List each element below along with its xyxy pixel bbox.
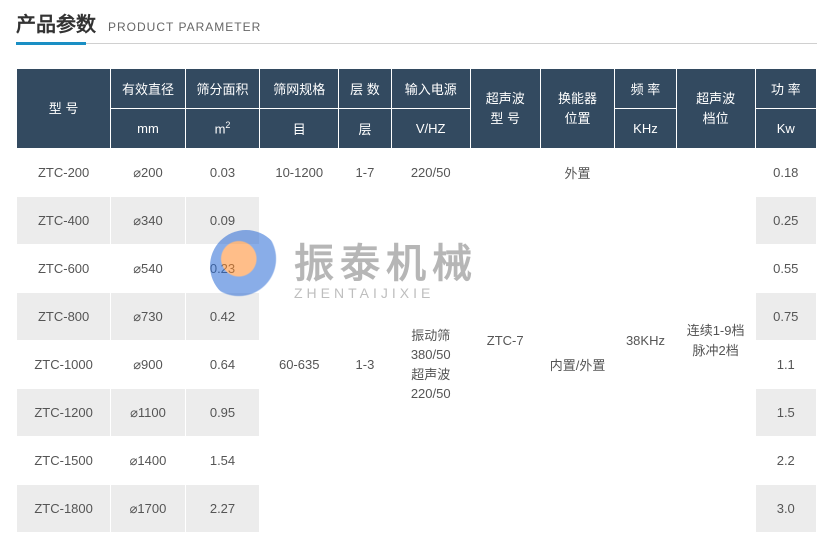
cell: ⌀1100 <box>111 389 186 437</box>
cell: 3.0 <box>755 485 816 533</box>
cell: 连续1-9档脉冲2档 <box>676 149 755 533</box>
col-subheader: m2 <box>185 109 260 149</box>
cell: ZTC-7 <box>470 149 540 533</box>
col-header: 超声波型 号 <box>470 69 540 149</box>
accent-bar <box>16 42 86 45</box>
cell: ZTC-800 <box>17 293 111 341</box>
table-body: ZTC-200⌀2000.0310-12001-7220/50ZTC-7外置38… <box>17 149 817 533</box>
cell: 0.09 <box>185 197 260 245</box>
parameter-table: 型 号有效直径筛分面积筛网规格层 数输入电源超声波型 号换能器位置频 率超声波档… <box>16 68 817 533</box>
col-header: 功 率 <box>755 69 816 109</box>
cell: 0.64 <box>185 341 260 389</box>
col-subheader: 层 <box>339 109 392 149</box>
cell: 外置 <box>540 149 615 197</box>
table-row: ZTC-200⌀2000.0310-12001-7220/50ZTC-7外置38… <box>17 149 817 197</box>
cell: ⌀900 <box>111 341 186 389</box>
cell: 2.2 <box>755 437 816 485</box>
col-header: 输入电源 <box>391 69 470 109</box>
cell: 38KHz <box>615 149 676 533</box>
cell: 220/50 <box>391 149 470 197</box>
cell: ZTC-600 <box>17 245 111 293</box>
cell: 1.54 <box>185 437 260 485</box>
cell: 振动筛380/50超声波220/50 <box>391 197 470 533</box>
cell: 0.25 <box>755 197 816 245</box>
col-header: 层 数 <box>339 69 392 109</box>
cell: ZTC-1000 <box>17 341 111 389</box>
table-head: 型 号有效直径筛分面积筛网规格层 数输入电源超声波型 号换能器位置频 率超声波档… <box>17 69 817 149</box>
cell: 1.5 <box>755 389 816 437</box>
cell: ZTC-200 <box>17 149 111 197</box>
cell: 0.03 <box>185 149 260 197</box>
col-header: 频 率 <box>615 69 676 109</box>
cell: ⌀730 <box>111 293 186 341</box>
col-subheader: Kw <box>755 109 816 149</box>
cell: ⌀1400 <box>111 437 186 485</box>
section-underline <box>0 37 833 44</box>
col-header: 有效直径 <box>111 69 186 109</box>
cell: 0.55 <box>755 245 816 293</box>
cell: 0.23 <box>185 245 260 293</box>
cell: 1-7 <box>339 149 392 197</box>
cell: ⌀1700 <box>111 485 186 533</box>
col-header: 超声波档位 <box>676 69 755 149</box>
cell: 10-1200 <box>260 149 339 197</box>
parameter-table-wrap: 型 号有效直径筛分面积筛网规格层 数输入电源超声波型 号换能器位置频 率超声波档… <box>0 44 833 533</box>
cell: ZTC-1800 <box>17 485 111 533</box>
cell: 1.1 <box>755 341 816 389</box>
col-subheader: V/HZ <box>391 109 470 149</box>
cell: 0.95 <box>185 389 260 437</box>
section-title-cn: 产品参数 <box>16 8 96 37</box>
section-header: 产品参数 PRODUCT PARAMETER <box>0 0 833 37</box>
cell: ZTC-400 <box>17 197 111 245</box>
cell: 2.27 <box>185 485 260 533</box>
cell: 1-3 <box>339 197 392 533</box>
col-subheader: mm <box>111 109 186 149</box>
cell: 60-635 <box>260 197 339 533</box>
cell: ⌀340 <box>111 197 186 245</box>
cell: ⌀200 <box>111 149 186 197</box>
col-header: 换能器位置 <box>540 69 615 149</box>
section-title-en: PRODUCT PARAMETER <box>108 20 261 34</box>
col-header: 型 号 <box>17 69 111 149</box>
col-header: 筛网规格 <box>260 69 339 109</box>
cell: 0.75 <box>755 293 816 341</box>
cell: ZTC-1500 <box>17 437 111 485</box>
cell: 0.42 <box>185 293 260 341</box>
col-subheader: KHz <box>615 109 676 149</box>
col-subheader: 目 <box>260 109 339 149</box>
col-header: 筛分面积 <box>185 69 260 109</box>
cell: ⌀540 <box>111 245 186 293</box>
cell: 0.18 <box>755 149 816 197</box>
cell: 内置/外置 <box>540 197 615 533</box>
cell: ZTC-1200 <box>17 389 111 437</box>
